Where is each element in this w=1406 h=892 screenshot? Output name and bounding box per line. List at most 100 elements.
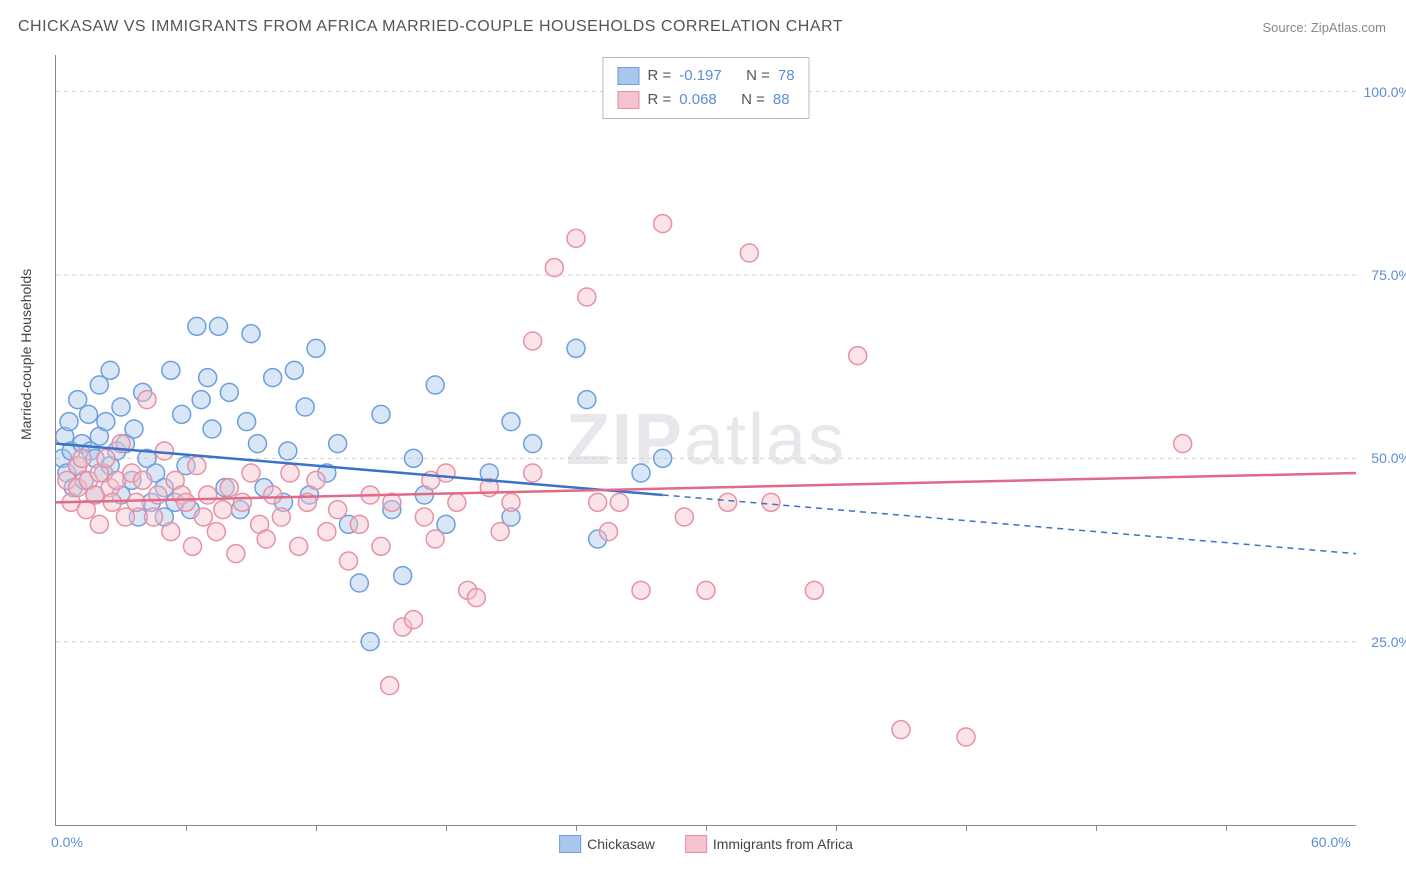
correlation-row: R = 0.068 N = 88 [617,88,794,112]
plot-area: ZIPatlas R = -0.197 N = 78 R = 0.068 N =… [55,55,1356,826]
data-point [207,523,225,541]
data-point [318,523,336,541]
data-point [654,449,672,467]
data-point [199,369,217,387]
data-point [524,435,542,453]
source-link[interactable]: ZipAtlas.com [1311,20,1386,35]
data-point [719,493,737,511]
n-label: N = [741,88,765,112]
data-point [272,508,290,526]
correlation-row: R = -0.197 N = 78 [617,64,794,88]
data-point [600,523,618,541]
data-point [220,383,238,401]
data-point [502,413,520,431]
data-point [290,537,308,555]
data-point [188,457,206,475]
data-point [589,493,607,511]
data-point [242,464,260,482]
data-point [632,464,650,482]
legend-label: Chickasaw [587,836,655,852]
data-point [249,435,267,453]
scatter-svg [56,55,1356,825]
data-point [578,288,596,306]
data-point [307,471,325,489]
legend-item: Chickasaw [559,835,655,853]
x-minor-tick [446,825,447,831]
data-point [90,515,108,533]
data-point [740,244,758,262]
source-attribution: Source: ZipAtlas.com [1262,20,1386,35]
data-point [112,398,130,416]
x-minor-tick [1226,825,1227,831]
data-point [632,581,650,599]
data-point [127,493,145,511]
series-legend: Chickasaw Immigrants from Africa [559,835,853,853]
r-label: R = [647,88,671,112]
data-point [227,545,245,563]
data-point [502,493,520,511]
data-point [491,523,509,541]
data-point [567,229,585,247]
data-point [162,523,180,541]
data-point [329,501,347,519]
chart-container: CHICKASAW VS IMMIGRANTS FROM AFRICA MARR… [0,0,1406,892]
data-point [545,259,563,277]
data-point [524,464,542,482]
data-point [610,493,628,511]
x-minor-tick [706,825,707,831]
data-point [233,493,251,511]
data-point [125,420,143,438]
data-point [426,376,444,394]
legend-swatch [617,91,639,109]
x-tick-label: 0.0% [51,834,83,850]
data-point [307,339,325,357]
data-point [372,537,390,555]
data-point [281,464,299,482]
legend-label: Immigrants from Africa [713,836,853,852]
data-point [138,391,156,409]
data-point [264,369,282,387]
data-point [437,464,455,482]
legend-swatch [559,835,581,853]
data-point [361,633,379,651]
data-point [805,581,823,599]
data-point [448,493,466,511]
data-point [192,391,210,409]
data-point [350,515,368,533]
data-point [849,347,867,365]
data-point [524,332,542,350]
data-point [279,442,297,460]
data-point [296,398,314,416]
x-minor-tick [1096,825,1097,831]
data-point [762,493,780,511]
data-point [177,493,195,511]
legend-swatch [685,835,707,853]
data-point [155,442,173,460]
r-value: 0.068 [679,88,717,112]
x-minor-tick [316,825,317,831]
data-point [101,361,119,379]
data-point [415,508,433,526]
data-point [162,361,180,379]
y-tick-label: 100.0% [1364,84,1406,100]
data-point [892,721,910,739]
data-point [654,215,672,233]
data-point [350,574,368,592]
data-point [257,530,275,548]
data-point [80,405,98,423]
data-point [957,728,975,746]
data-point [405,611,423,629]
x-minor-tick [576,825,577,831]
data-point [238,413,256,431]
legend-item: Immigrants from Africa [685,835,853,853]
chart-title: CHICKASAW VS IMMIGRANTS FROM AFRICA MARR… [18,18,843,36]
data-point [203,420,221,438]
data-point [394,567,412,585]
trend-line-extrapolated [663,495,1356,554]
data-point [199,486,217,504]
source-prefix: Source: [1262,20,1310,35]
data-point [97,449,115,467]
data-point [340,552,358,570]
data-point [697,581,715,599]
data-point [372,405,390,423]
